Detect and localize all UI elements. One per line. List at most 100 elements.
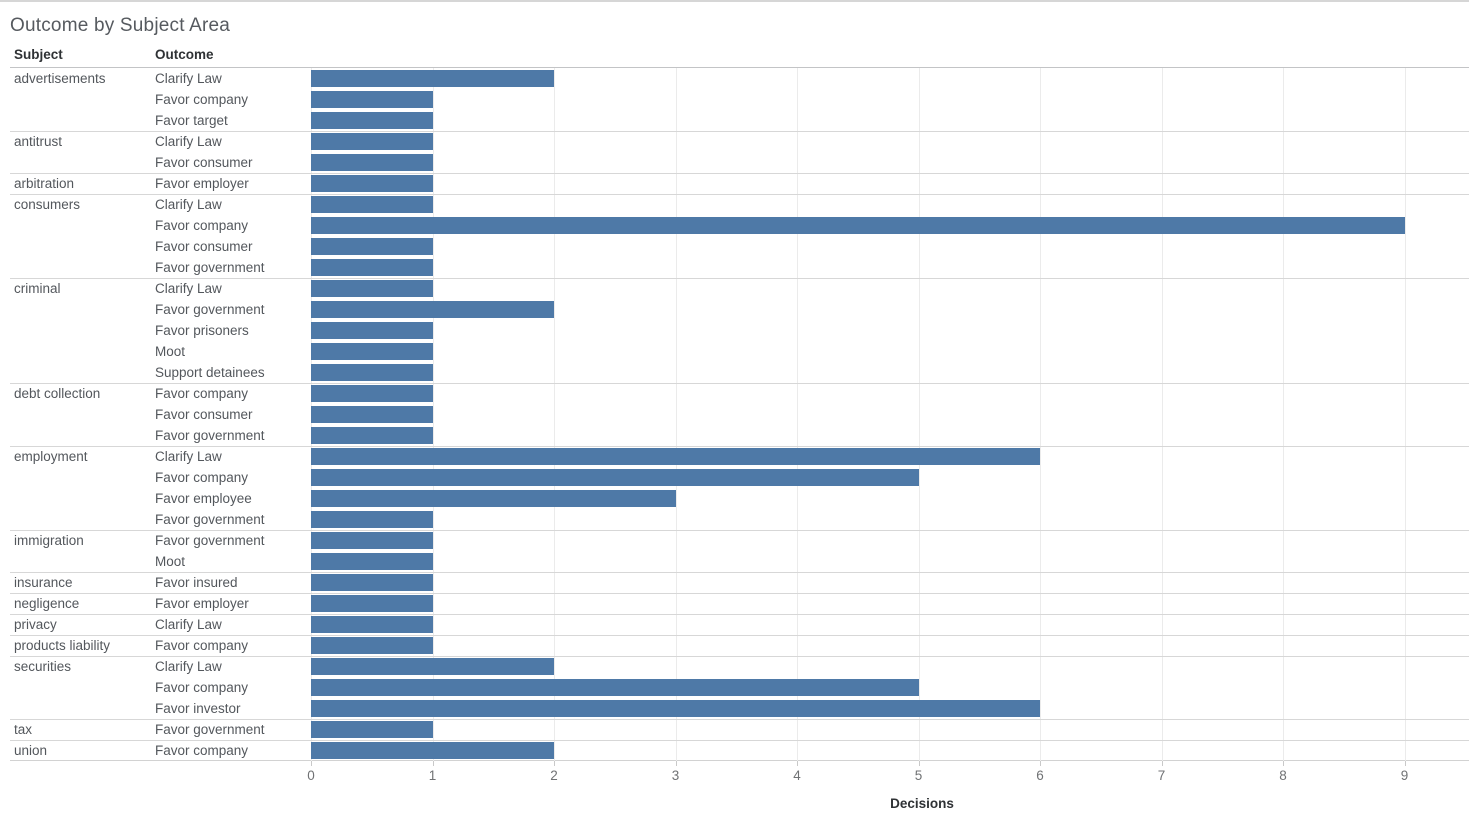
tick-label: 1 bbox=[428, 768, 437, 783]
tick-label: 6 bbox=[1036, 768, 1044, 783]
table-row: Favor investor bbox=[10, 698, 1469, 719]
outcome-label: Clarify Law bbox=[155, 449, 222, 464]
bar-track bbox=[311, 488, 1469, 509]
bar[interactable] bbox=[311, 658, 554, 675]
bar[interactable] bbox=[311, 448, 1040, 465]
bar[interactable] bbox=[311, 133, 433, 150]
outcome-label: Favor government bbox=[155, 302, 265, 317]
bar[interactable] bbox=[311, 532, 433, 549]
bar-track bbox=[311, 110, 1469, 131]
bar-track bbox=[311, 446, 1469, 467]
bar[interactable] bbox=[311, 196, 433, 213]
bar[interactable] bbox=[311, 385, 433, 402]
bar[interactable] bbox=[311, 322, 433, 339]
window-top-divider bbox=[0, 0, 1469, 2]
bar[interactable] bbox=[311, 679, 919, 696]
bar-track bbox=[311, 236, 1469, 257]
bar-track bbox=[311, 425, 1469, 446]
tick-label: 4 bbox=[793, 768, 801, 783]
bar[interactable] bbox=[311, 343, 433, 360]
bar[interactable] bbox=[311, 280, 433, 297]
outcome-label: Favor target bbox=[155, 113, 228, 128]
table-row: Favor company bbox=[10, 89, 1469, 110]
bar[interactable] bbox=[311, 406, 433, 423]
bar[interactable] bbox=[311, 154, 433, 171]
subject-label: debt collection bbox=[14, 386, 101, 401]
table-row: criminal Clarify Law bbox=[10, 278, 1469, 299]
tick-mark bbox=[918, 761, 920, 766]
outcome-label: Favor company bbox=[155, 470, 249, 485]
tick-label: 5 bbox=[914, 768, 923, 783]
tick-mark bbox=[554, 761, 555, 766]
bar[interactable] bbox=[311, 553, 433, 570]
tick-label: 9 bbox=[1400, 768, 1409, 783]
bar[interactable] bbox=[311, 637, 433, 654]
table-row: Favor government bbox=[10, 257, 1469, 278]
bar-track bbox=[311, 299, 1469, 320]
tick-mark bbox=[1404, 761, 1406, 766]
tick-mark bbox=[1161, 761, 1163, 766]
column-headers: Subject Outcome bbox=[10, 40, 1469, 68]
bar[interactable] bbox=[311, 364, 433, 381]
tick-mark bbox=[1040, 761, 1041, 766]
bar-track bbox=[311, 614, 1469, 635]
table-row: Favor employee bbox=[10, 488, 1469, 509]
table-row: Favor company bbox=[10, 467, 1469, 488]
bar[interactable] bbox=[311, 259, 433, 276]
bar-track bbox=[311, 362, 1469, 383]
bar[interactable] bbox=[311, 469, 919, 486]
table-row: debt collection Favor company bbox=[10, 383, 1469, 404]
table-row: Support detainees bbox=[10, 362, 1469, 383]
outcome-label: Favor government bbox=[155, 722, 265, 737]
bar-track bbox=[311, 68, 1469, 89]
subject-group: criminal Clarify Law Favor government Favor… bbox=[10, 278, 1469, 383]
bar[interactable] bbox=[311, 217, 1405, 234]
bar-track bbox=[311, 173, 1469, 194]
subject-group: insurance Favor insured bbox=[10, 572, 1469, 593]
bar[interactable] bbox=[311, 700, 1040, 717]
outcome-label: Favor government bbox=[155, 428, 265, 443]
outcome-label: Favor consumer bbox=[155, 239, 253, 254]
subject-group: arbitration Favor employer bbox=[10, 173, 1469, 194]
subject-group: privacy Clarify Law bbox=[10, 614, 1469, 635]
bar[interactable] bbox=[311, 490, 676, 507]
outcome-label: Favor company bbox=[155, 638, 249, 653]
subject-group: union Favor company bbox=[10, 740, 1469, 761]
bar[interactable] bbox=[311, 616, 433, 633]
bar[interactable] bbox=[311, 595, 433, 612]
bar-track bbox=[311, 530, 1469, 551]
bar-track bbox=[311, 383, 1469, 404]
bar-track bbox=[311, 467, 1469, 488]
table-row: products liability Favor company bbox=[10, 635, 1469, 656]
outcome-label: Favor prisoners bbox=[155, 323, 249, 338]
bar-track bbox=[311, 656, 1469, 677]
bar[interactable] bbox=[311, 238, 433, 255]
table-row: consumers Clarify Law bbox=[10, 194, 1469, 215]
bar[interactable] bbox=[311, 511, 433, 528]
bar[interactable] bbox=[311, 742, 554, 759]
subject-column-header: Subject bbox=[14, 47, 63, 62]
subject-label: privacy bbox=[14, 617, 57, 632]
bar[interactable] bbox=[311, 91, 433, 108]
table-row: arbitration Favor employer bbox=[10, 173, 1469, 194]
bar[interactable] bbox=[311, 574, 433, 591]
outcome-label: Clarify Law bbox=[155, 281, 222, 296]
outcome-label: Moot bbox=[155, 344, 186, 359]
tick-mark bbox=[797, 761, 798, 766]
table-row: immigration Favor government bbox=[10, 530, 1469, 551]
bar[interactable] bbox=[311, 70, 554, 87]
bar[interactable] bbox=[311, 427, 433, 444]
outcome-label: Favor government bbox=[155, 260, 265, 275]
bar[interactable] bbox=[311, 112, 433, 129]
table-row: Favor consumer bbox=[10, 404, 1469, 425]
outcome-label: Clarify Law bbox=[155, 659, 222, 674]
tick-mark bbox=[311, 761, 312, 766]
bar[interactable] bbox=[311, 721, 433, 738]
subject-group: debt collection Favor company Favor consum… bbox=[10, 383, 1469, 446]
bar-track bbox=[311, 635, 1469, 656]
bar[interactable] bbox=[311, 175, 433, 192]
subject-group: consumers Clarify Law Favor company Favor c… bbox=[10, 194, 1469, 278]
table-row: Moot bbox=[10, 551, 1469, 572]
bar[interactable] bbox=[311, 301, 554, 318]
table-row: Favor consumer bbox=[10, 236, 1469, 257]
